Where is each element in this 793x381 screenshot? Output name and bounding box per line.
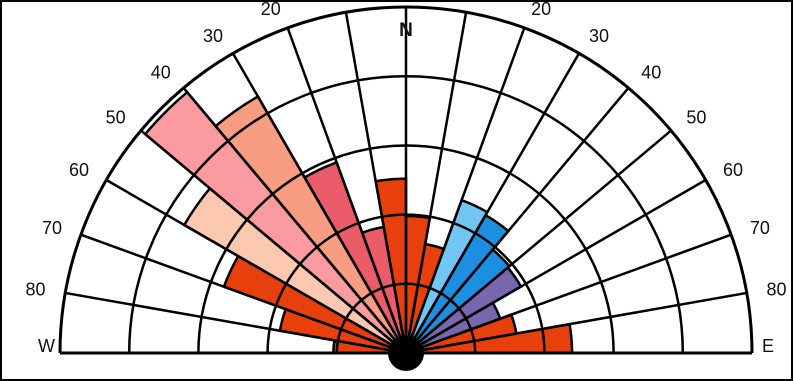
tick-label-right-30: 30 — [589, 26, 609, 46]
spoke-40 — [140, 129, 407, 354]
tick-label-right-50: 50 — [686, 108, 706, 128]
center-hub — [388, 335, 424, 371]
tick-label-left-80: 80 — [26, 279, 46, 299]
spoke-10 — [65, 291, 407, 355]
labels-layer: 10 20 30 40 50 60 70 80 10 20 30 40 50 60 70 80 — [26, 0, 787, 299]
tick-label-left-40: 40 — [151, 63, 171, 83]
spoke-60 — [231, 52, 408, 354]
spoke-130 — [405, 87, 630, 354]
spoke-100 — [404, 12, 468, 354]
tick-label-left-20: 20 — [261, 0, 281, 19]
tick-label-left-50: 50 — [106, 108, 126, 128]
spoke-120 — [404, 52, 581, 354]
tick-label-right-10: 10 — [470, 0, 490, 3]
tick-label-left-30: 30 — [203, 26, 223, 46]
spoke-150 — [405, 178, 707, 355]
spoke-50 — [182, 87, 407, 354]
spoke-20 — [80, 233, 407, 355]
tick-label-right-40: 40 — [641, 63, 661, 83]
spoke-30 — [105, 178, 407, 355]
spoke-70 — [286, 27, 408, 354]
tick-label-left-10: 10 — [322, 0, 342, 3]
grid-layer — [58, 5, 754, 355]
tick-label-right-60: 60 — [723, 160, 743, 180]
north-label: N — [399, 20, 413, 41]
tick-label-left-60: 60 — [69, 160, 89, 180]
spoke-80 — [344, 12, 408, 354]
west-label: W — [38, 336, 55, 356]
spoke-110 — [404, 27, 526, 354]
spoke-160 — [405, 233, 732, 355]
tick-label-right-80: 80 — [766, 279, 786, 299]
spoke-170 — [405, 291, 747, 355]
spoke-140 — [405, 129, 672, 354]
east-label: E — [762, 336, 774, 356]
tick-label-right-20: 20 — [531, 0, 551, 19]
tick-label-left-70: 70 — [42, 218, 62, 238]
tick-label-right-70: 70 — [750, 218, 770, 238]
